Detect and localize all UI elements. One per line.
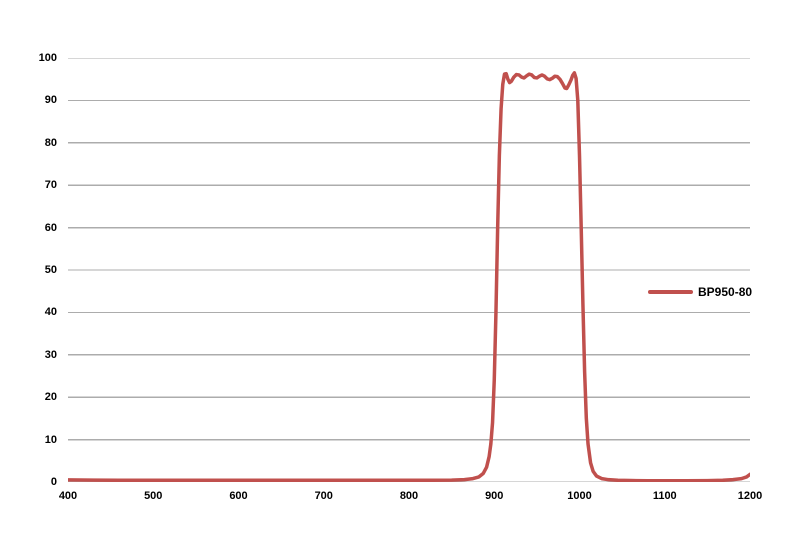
y-tick-label-40: 40 — [44, 306, 57, 319]
x-tick-label-1000: 1000 — [567, 490, 592, 502]
x-tick-label-1200: 1200 — [737, 490, 763, 502]
x-tick-label-900: 900 — [485, 490, 504, 502]
y-tick-label-80: 80 — [44, 136, 57, 149]
y-tick-label-100: 100 — [38, 52, 57, 64]
y-tick-label-20: 20 — [44, 391, 57, 404]
plot-canvas — [68, 58, 750, 482]
x-tick-label-1100: 1100 — [652, 490, 677, 502]
y-tick-label-30: 30 — [44, 348, 57, 361]
y-tick-label-0: 0 — [50, 476, 57, 488]
legend-line-swatch — [648, 290, 693, 294]
x-tick-label-800: 800 — [399, 490, 419, 502]
y-tick-label-50: 50 — [44, 264, 57, 276]
y-tick-label-90: 90 — [44, 94, 57, 107]
series-line-bp950-80 — [68, 71, 750, 482]
x-tick-label-500: 500 — [144, 490, 163, 502]
plot-area — [68, 58, 750, 482]
x-tick-label-700: 700 — [314, 490, 333, 502]
y-tick-label-70: 70 — [44, 179, 57, 192]
y-tick-label-60: 60 — [44, 221, 57, 234]
legend-label: BP950-80 — [698, 285, 753, 299]
x-tick-label-600: 600 — [229, 490, 248, 502]
y-tick-label-10: 10 — [44, 433, 57, 446]
x-tick-label-400: 400 — [58, 490, 78, 502]
legend: BP950-80 — [648, 284, 752, 300]
